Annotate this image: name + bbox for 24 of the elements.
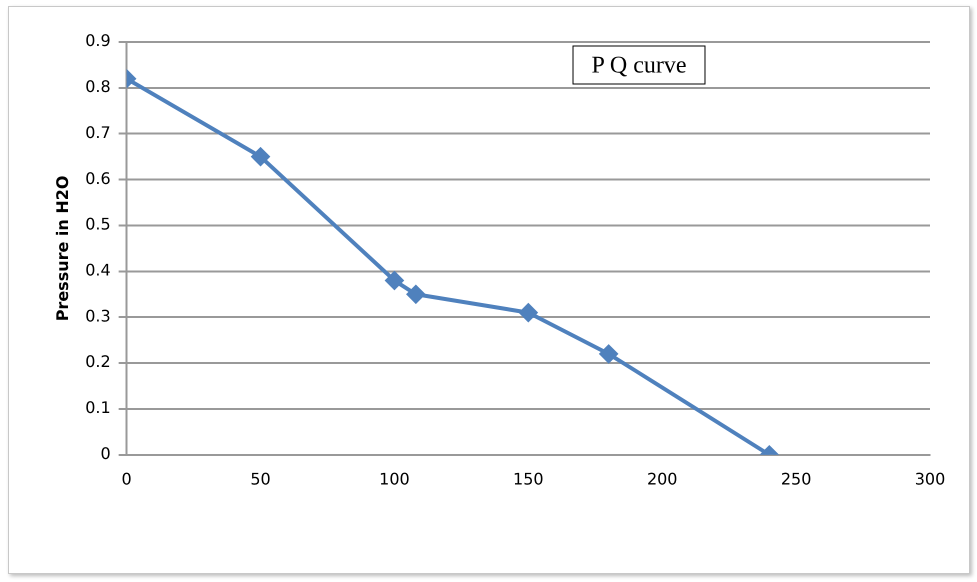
y-tick-label: 0.5 (85, 214, 111, 234)
y-tick-label: 0.4 (85, 260, 111, 280)
y-tick-label: 0.2 (85, 352, 111, 372)
x-tick-label: 50 (250, 470, 271, 489)
x-tick-label: 250 (780, 470, 812, 489)
point (600, 344, 618, 363)
point (519, 304, 538, 322)
point (252, 148, 270, 166)
y-tick-label: 0.7 (85, 122, 111, 142)
y-tick-label: 0.8 (85, 77, 111, 96)
x-tick-label: 150 (513, 470, 544, 489)
point (385, 272, 404, 290)
x-tick-label: 0 (122, 470, 132, 489)
y-tick-label: 0.1 (85, 398, 111, 418)
point (406, 285, 425, 304)
chart-title: P Q curve (591, 52, 687, 78)
x-tick-label: 300 (914, 470, 946, 489)
y-tick-label: 0.6 (85, 168, 111, 188)
y-tick-label: 0.9 (85, 31, 111, 50)
x-tick-label: 200 (646, 470, 678, 489)
y-tick-label: 0.3 (85, 306, 111, 326)
y-tick-label: 0 (100, 444, 111, 463)
x-tick-label: 100 (379, 470, 410, 489)
y-axis-title: Pressure in H2O (52, 176, 72, 322)
